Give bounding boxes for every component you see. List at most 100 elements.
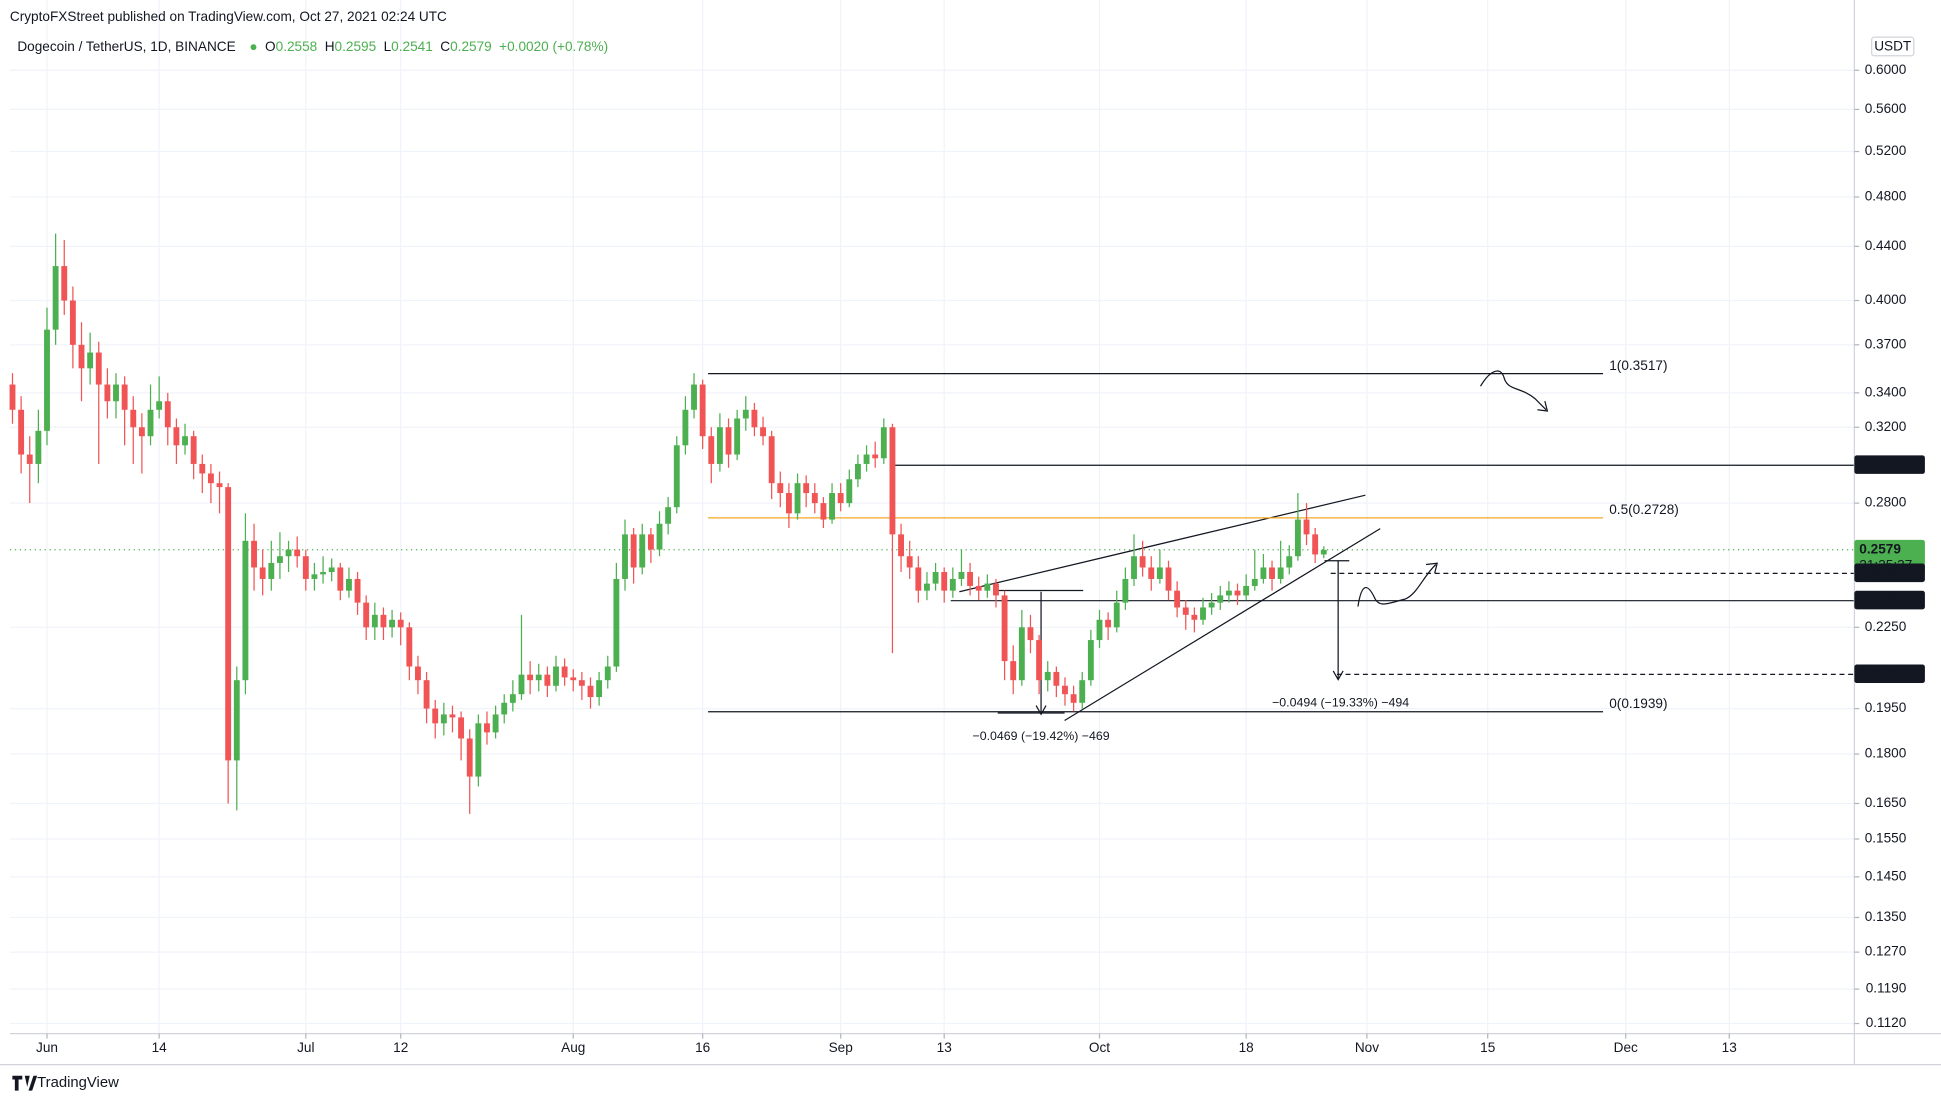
- candle-body: [207, 473, 214, 484]
- candle-body: [389, 619, 396, 628]
- candle-body: [130, 409, 137, 428]
- y-tick-label: 0.1270: [1865, 944, 1907, 959]
- candle-body: [975, 585, 982, 591]
- candle-body: [1087, 640, 1094, 681]
- candle-body: [328, 567, 335, 573]
- candle-body: [1079, 680, 1086, 703]
- y-tick-label: 0.1450: [1865, 868, 1907, 883]
- x-tick-label: 15: [1480, 1040, 1495, 1055]
- candle-body: [1010, 661, 1017, 681]
- candle-body: [880, 427, 887, 459]
- candle-body: [596, 680, 603, 698]
- candle-body: [794, 483, 801, 514]
- x-tick-label: 12: [393, 1040, 408, 1055]
- candle-body: [173, 427, 180, 446]
- candle-body: [1251, 578, 1258, 586]
- candle-body: [1303, 519, 1310, 535]
- projection-curve: [1357, 564, 1437, 607]
- candle-body: [9, 384, 16, 410]
- price-badge-label: 0.2993: [1859, 457, 1901, 472]
- candle-body: [1312, 534, 1319, 555]
- candle-body: [78, 344, 85, 369]
- candle-body: [751, 409, 758, 428]
- ohlc-key: O: [265, 39, 276, 54]
- candle-body: [1053, 671, 1060, 686]
- candle-body: [363, 602, 370, 628]
- candle-body: [820, 503, 827, 520]
- price-badge-label: 0.2474: [1859, 565, 1901, 580]
- candle-body: [604, 666, 611, 681]
- candle-body: [302, 556, 309, 579]
- candle-body: [958, 572, 965, 579]
- candle-body: [415, 666, 421, 681]
- candle-body: [1044, 671, 1051, 681]
- change: +0.0020 (+0.78%): [499, 39, 608, 54]
- candle-body: [803, 483, 810, 494]
- candle-body: [716, 427, 723, 464]
- candle-body: [259, 567, 266, 579]
- candle-body: [371, 614, 378, 628]
- candle-body: [855, 463, 861, 480]
- legend-dot: ●: [249, 39, 257, 54]
- candle-body: [725, 427, 732, 455]
- x-tick-label: 16: [695, 1040, 710, 1055]
- candle-body: [61, 266, 68, 301]
- candle-body: [811, 493, 818, 504]
- candle-body: [527, 674, 534, 681]
- candle-body: [1027, 627, 1034, 641]
- candle-body: [1294, 519, 1301, 557]
- candle-body: [311, 574, 318, 579]
- candle-body: [1036, 640, 1043, 681]
- ohlc-key: L: [384, 39, 392, 54]
- candle-body: [872, 454, 879, 459]
- candle-body: [518, 674, 525, 695]
- candle-body: [708, 436, 715, 464]
- candle-body: [613, 578, 620, 667]
- x-tick-label: 14: [152, 1040, 168, 1055]
- candle-body: [268, 562, 275, 579]
- candle-body: [570, 677, 577, 681]
- y-tick-label: 0.1190: [1866, 981, 1907, 996]
- candle-body: [87, 352, 94, 369]
- candle-body: [406, 627, 413, 667]
- x-tick-label: Dec: [1614, 1040, 1638, 1055]
- candle-body: [829, 493, 835, 520]
- candle-body: [52, 266, 59, 330]
- candle-body: [967, 572, 974, 586]
- price-badge: [1854, 590, 1925, 610]
- candle-body: [1070, 694, 1077, 703]
- y-tick-label: 0.6000: [1865, 62, 1907, 77]
- candle-body: [863, 454, 870, 464]
- candle-body: [1260, 567, 1267, 579]
- candle-body: [354, 578, 361, 603]
- x-tick-label: Oct: [1089, 1040, 1110, 1055]
- candle-body: [26, 454, 33, 464]
- candle-body: [147, 409, 154, 437]
- candle-body: [276, 556, 283, 563]
- candle-body: [924, 583, 930, 591]
- y-tick-label: 0.1120: [1866, 1015, 1907, 1030]
- candle-body: [190, 436, 197, 464]
- candle-body: [1113, 602, 1120, 628]
- candle-body: [1131, 556, 1137, 579]
- candle-body: [1018, 627, 1025, 681]
- x-tick-label: 13: [1722, 1040, 1737, 1055]
- candle-body: [121, 384, 128, 410]
- candle-body: [915, 567, 922, 591]
- x-tick-label: Sep: [829, 1040, 853, 1055]
- x-tick-label: Jun: [36, 1040, 58, 1055]
- candle-body: [1139, 556, 1146, 568]
- ohlc-key: C: [440, 39, 450, 54]
- candle-body: [199, 463, 206, 474]
- candle-body: [941, 572, 948, 591]
- candle-body: [932, 572, 939, 584]
- candle-body: [1174, 590, 1181, 608]
- candle-body: [1062, 685, 1068, 695]
- x-tick-label: Jul: [297, 1040, 314, 1055]
- grid: [9, 0, 1855, 1034]
- candle-body: [501, 702, 508, 715]
- candle-body: [397, 619, 404, 628]
- currency: USDT: [1874, 39, 1911, 54]
- candle-body: [889, 427, 896, 535]
- candle-body: [673, 445, 680, 508]
